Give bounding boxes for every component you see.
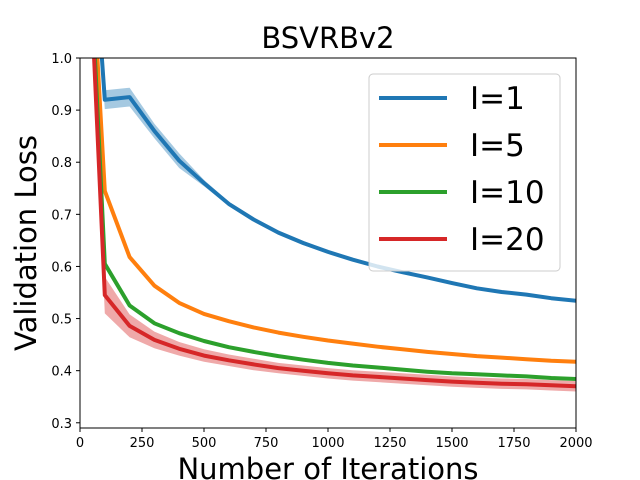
y-tick-label: 0.5 <box>51 313 72 328</box>
confidence-bands <box>93 58 576 392</box>
y-tick-label: 0.6 <box>51 260 72 275</box>
legend-label-i-5: I=5 <box>470 128 525 164</box>
series-line-i-5 <box>95 58 576 364</box>
x-axis-title: Number of Iterations <box>177 452 478 480</box>
x-tick-label: 1750 <box>497 436 530 451</box>
legend-label-i-1: I=1 <box>470 81 525 117</box>
x-tick-label: 1250 <box>373 436 406 451</box>
y-tick-label: 0.9 <box>51 104 72 119</box>
chart-title: BSVRBv2 <box>261 21 394 55</box>
legend-box <box>368 73 561 272</box>
legend: I=1 I=5 I=10 I=20 <box>368 73 561 272</box>
legend-label-i-20: I=20 <box>470 222 545 258</box>
y-tick-label: 0.3 <box>51 417 72 432</box>
band-i-1 <box>101 58 576 303</box>
series-line-i-1 <box>99 58 576 303</box>
x-tick-label: 1500 <box>435 436 468 451</box>
y-tick-label: 0.8 <box>51 156 72 171</box>
y-axis-title: Validation Loss <box>9 135 43 351</box>
y-axis: 0.3 0.4 0.5 0.6 0.7 0.8 0.9 1.0 <box>51 52 80 432</box>
series-line-i-20 <box>92 58 576 389</box>
y-tick-label: 1.0 <box>51 52 72 67</box>
series-lines <box>92 58 576 389</box>
series-line-i-10 <box>92 58 576 382</box>
x-tick-label: 1000 <box>311 436 344 451</box>
x-tick-label: 0 <box>76 436 84 451</box>
legend-label-i-10: I=10 <box>470 175 545 211</box>
x-axis: 0 250 500 750 1000 1250 1500 1750 2000 <box>76 428 593 451</box>
y-tick-label: 0.7 <box>51 208 72 223</box>
x-tick-label: 750 <box>254 436 279 451</box>
y-tick-label: 0.4 <box>51 365 72 380</box>
x-tick-label: 500 <box>192 436 217 451</box>
x-tick-label: 250 <box>130 436 155 451</box>
x-tick-label: 2000 <box>559 436 592 451</box>
